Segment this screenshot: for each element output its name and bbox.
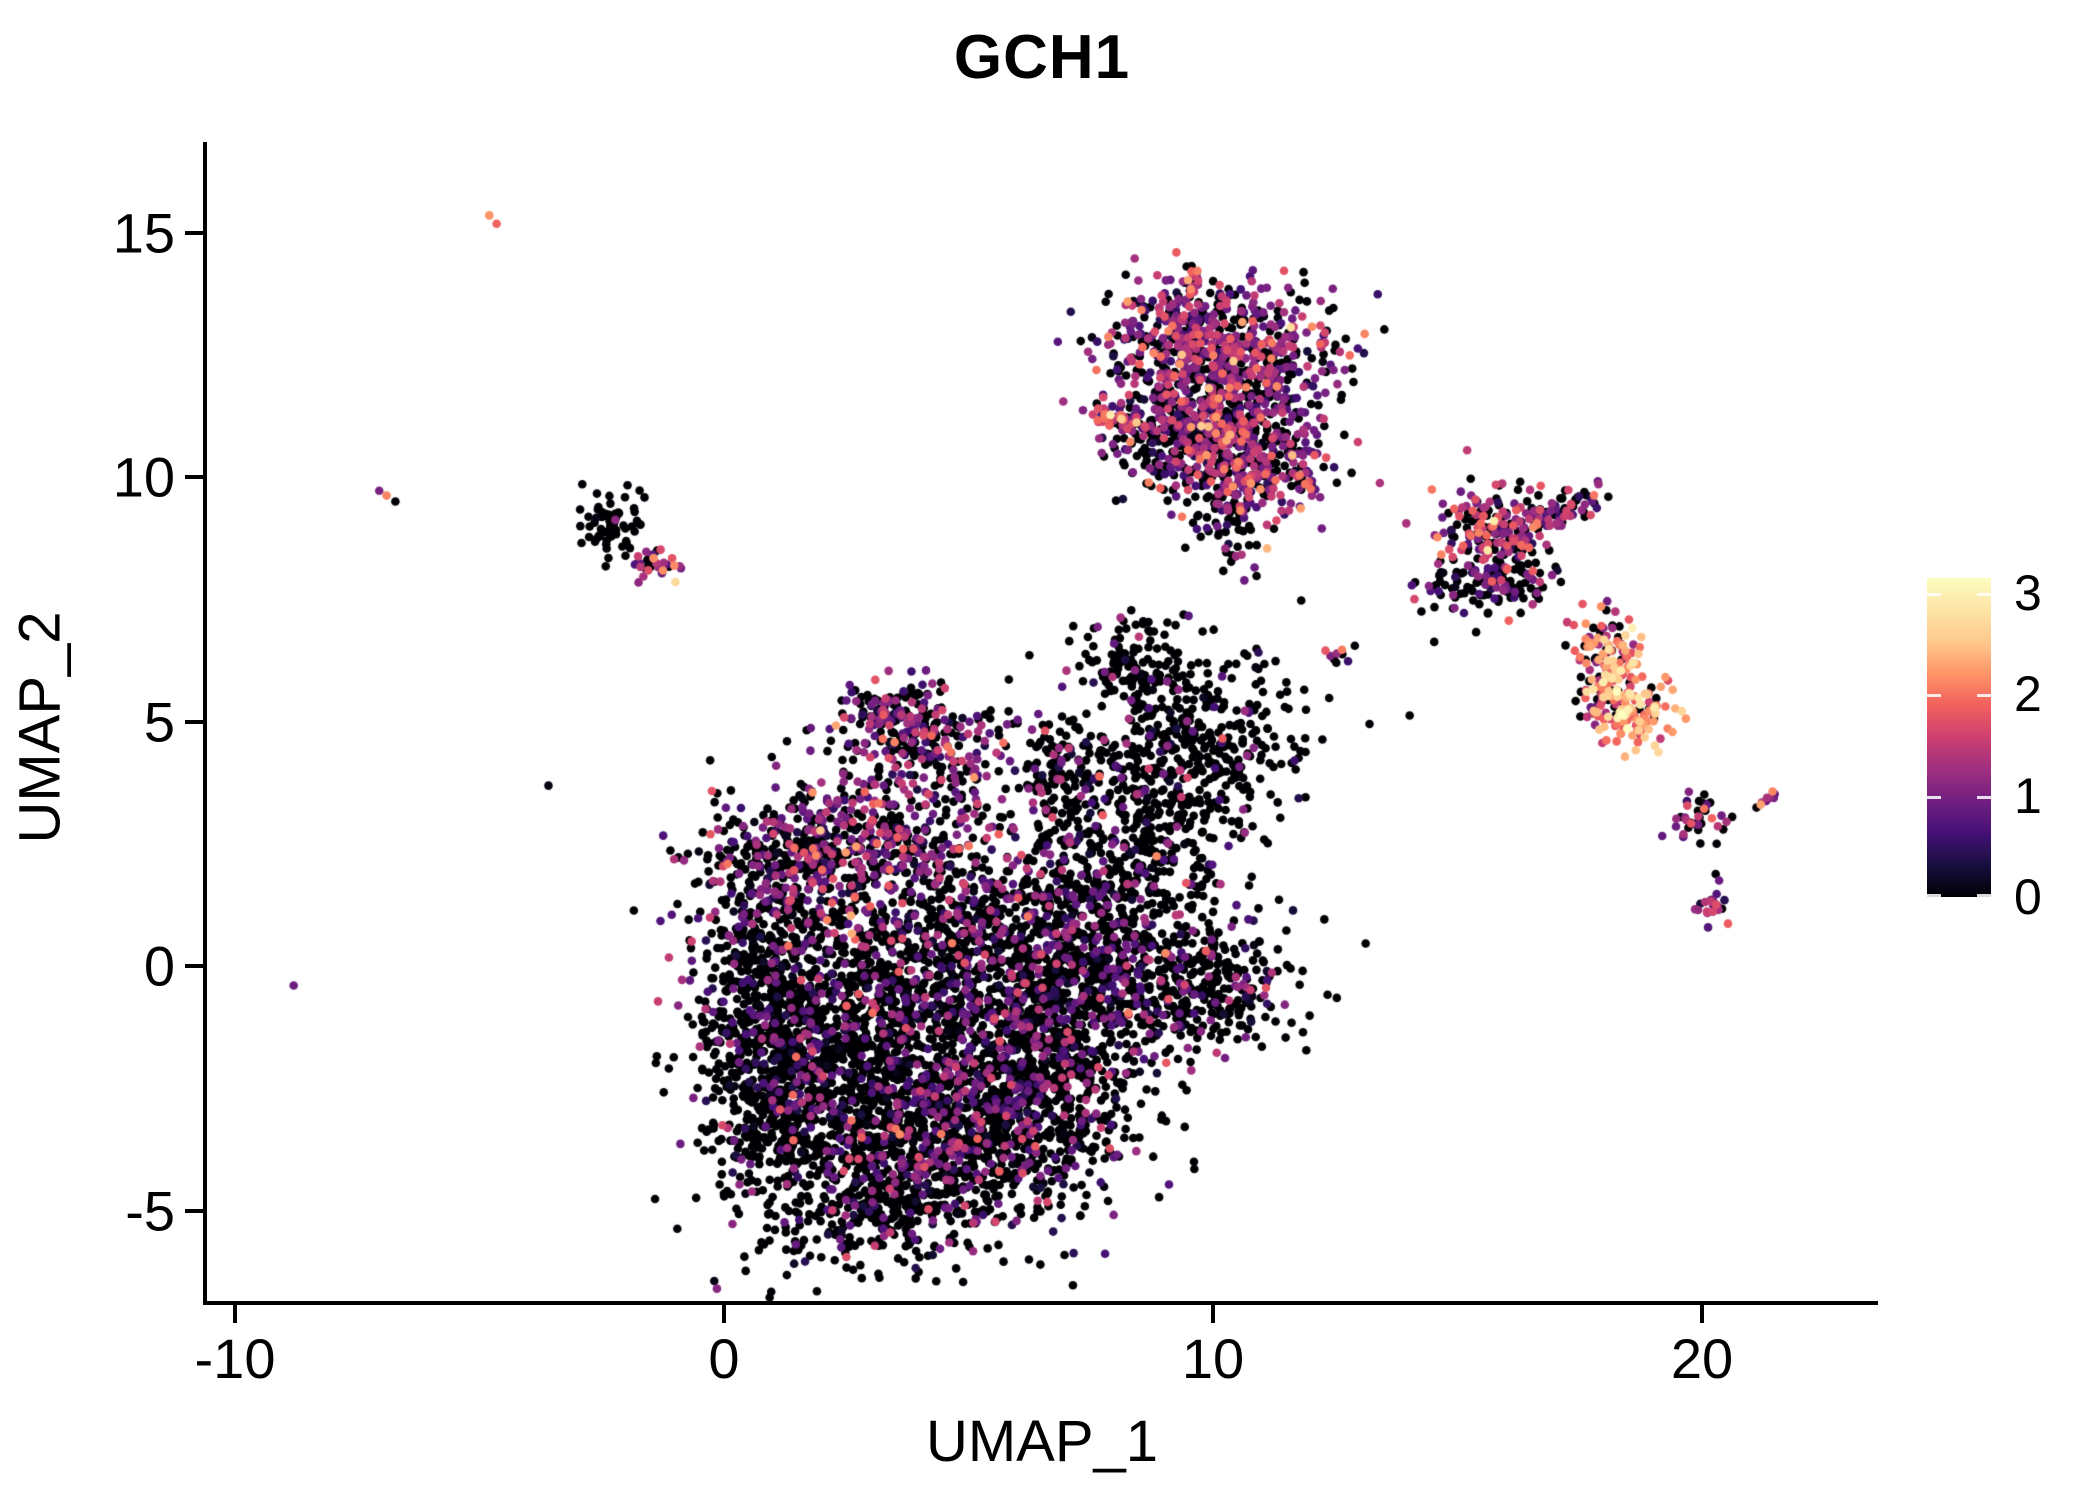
y-tick-label: 15 <box>112 201 175 264</box>
colorbar-tick-mark <box>1927 694 1941 698</box>
colorbar-tick-mark <box>1927 795 1941 799</box>
x-tick-label: 0 <box>708 1327 740 1390</box>
y-tick-label: -5 <box>125 1179 175 1242</box>
colorbar-tick-label: 2 <box>2014 666 2042 723</box>
x-axis-line <box>203 1301 1878 1305</box>
x-axis-title: UMAP_1 <box>925 1409 1159 1474</box>
y-tick-mark <box>185 475 203 479</box>
y-tick-label: 10 <box>112 445 175 509</box>
y-axis-title: UMAP_2 <box>7 611 73 844</box>
colorbar-tick-label: 3 <box>2014 565 2042 622</box>
y-axis-line <box>203 142 207 1305</box>
y-tick-mark <box>185 964 203 968</box>
colorbar-tick-mark <box>1927 894 1941 897</box>
y-tick-mark <box>185 230 203 235</box>
colorbar-tick-label: 0 <box>2014 869 2042 925</box>
y-tick-mark <box>185 719 203 724</box>
colorbar-tick-mark <box>1927 593 1941 597</box>
x-tick-mark <box>722 1305 726 1323</box>
expression-colorbar <box>1927 578 1991 897</box>
colorbar-tick-mark <box>1977 795 1991 799</box>
x-tick-mark <box>233 1305 237 1323</box>
x-tick-mark <box>1700 1305 1704 1323</box>
x-tick-mark <box>1211 1305 1215 1323</box>
x-tick-label: -10 <box>194 1327 276 1390</box>
y-tick-mark <box>185 1208 203 1213</box>
x-tick-label: 20 <box>1670 1327 1734 1390</box>
colorbar-tick-mark <box>1977 593 1991 597</box>
colorbar-tick-label: 1 <box>2014 767 2042 824</box>
x-tick-label: 10 <box>1181 1327 1245 1390</box>
colorbar-tick-mark <box>1977 694 1991 698</box>
y-tick-label: 0 <box>143 934 175 998</box>
colorbar-tick-mark <box>1977 894 1991 897</box>
y-tick-label: 5 <box>143 690 175 753</box>
